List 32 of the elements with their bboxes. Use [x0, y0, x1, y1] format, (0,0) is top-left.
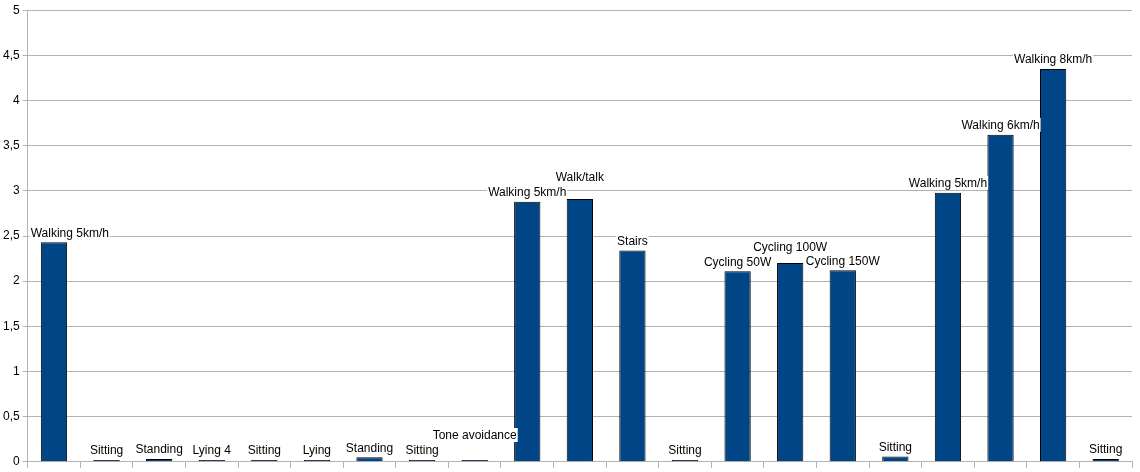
x-tick-label: Sitting: [878, 439, 913, 454]
x-tick-label: Standing: [345, 440, 394, 455]
x-tick-label: Sitting: [668, 443, 702, 458]
y-tick-label: 4: [12, 92, 20, 107]
x-tick-label: Sitting: [89, 443, 124, 458]
x-tick-label: Sitting: [247, 443, 281, 458]
x-tick-label: Stairs: [617, 233, 648, 248]
y-tick-label: 1: [12, 363, 20, 378]
x-tick-label: Cycling 50W: [703, 254, 772, 269]
y-tick-label: 5: [12, 2, 20, 17]
y-tick-label: 2: [12, 273, 20, 288]
x-tick-label: Sitting: [405, 443, 439, 458]
x-tick-label: Walking 5km/h: [30, 225, 109, 240]
x-tick-label: Walking 5km/h: [488, 184, 567, 199]
y-tick-label: 2,5: [2, 228, 20, 243]
x-tick-label: Standing: [135, 442, 183, 457]
x-tick-label: Lying: [302, 443, 332, 458]
x-tick-label: Sitting: [1089, 442, 1123, 457]
y-tick-label: 3: [12, 183, 20, 198]
x-tick-label: Walking 6km/h: [961, 118, 1040, 133]
x-tick-label: Walk/talk: [555, 169, 605, 184]
x-tick-label: Cycling 150W: [805, 253, 881, 268]
x-tick-label: Walking 8km/h: [1014, 52, 1093, 67]
y-tick-label: 0: [12, 454, 20, 469]
y-tick-label: 1,5: [2, 318, 20, 333]
x-tick-label: Tone avoidance: [432, 428, 518, 443]
y-tick-label: 3,5: [2, 137, 20, 152]
x-tick-label: Lying 4: [192, 443, 232, 458]
y-tick-label: 4,5: [2, 47, 20, 62]
x-tick-label: Cycling 100W: [753, 239, 828, 254]
y-tick-label: 0,5: [2, 408, 20, 423]
x-tick-label: Walking 5km/h: [908, 175, 988, 190]
